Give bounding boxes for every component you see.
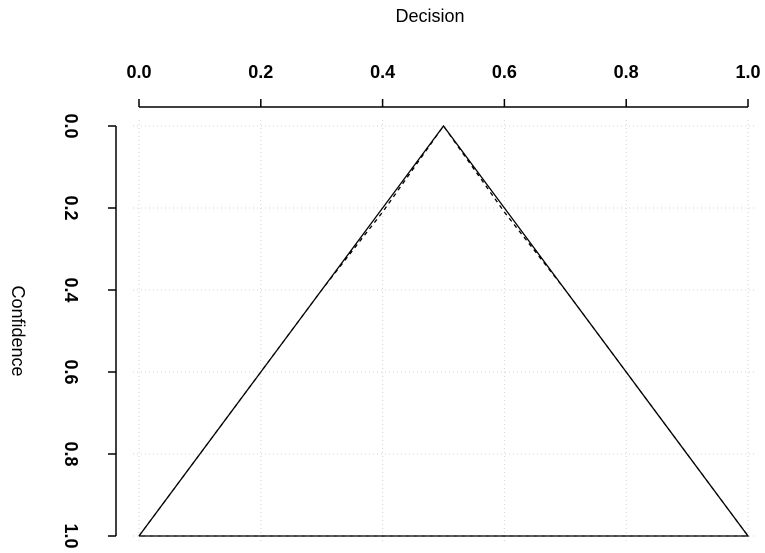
y-axis-title: Confidence xyxy=(8,285,28,376)
series-line-dashed xyxy=(138,124,750,537)
x-tick-label: 0.4 xyxy=(370,62,395,82)
axes: 0.0 0.2 0.4 0.6 0.8 1.0 0.0 0.2 0.4 0.6 0.8 1.0 xyxy=(61,62,761,549)
x-tick-label: 0.6 xyxy=(492,62,517,82)
x-tick-label: 0.8 xyxy=(614,62,639,82)
x-axis-title: Decision xyxy=(395,6,464,26)
y-tick-label: 1.0 xyxy=(61,523,81,548)
y-tick-label: 0.6 xyxy=(61,359,81,384)
x-tick-label: 0.0 xyxy=(126,62,151,82)
x-ticks: 0.0 0.2 0.4 0.6 0.8 1.0 xyxy=(126,62,761,107)
x-tick-label: 0.2 xyxy=(248,62,273,82)
y-tick-label: 0.0 xyxy=(61,113,81,138)
y-tick-label: 0.2 xyxy=(61,195,81,220)
y-tick-label: 0.8 xyxy=(61,441,81,466)
x-tick-label: 1.0 xyxy=(735,62,760,82)
y-tick-label: 0.4 xyxy=(61,277,81,302)
y-ticks: 0.0 0.2 0.4 0.6 0.8 1.0 xyxy=(61,113,116,549)
series-group xyxy=(138,124,750,537)
grid xyxy=(133,120,754,542)
series-line-solid xyxy=(138,124,750,537)
